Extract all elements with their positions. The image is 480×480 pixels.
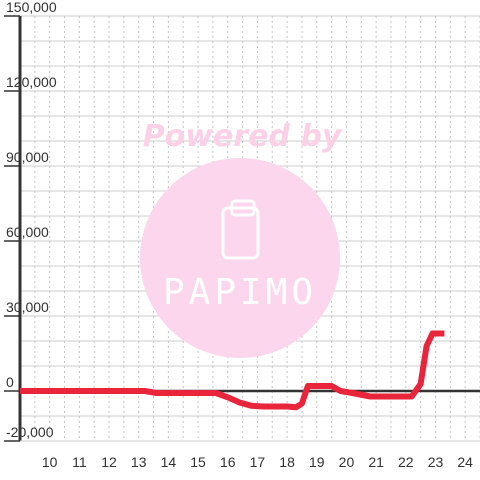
y-tick-label: 120,000 <box>6 74 57 90</box>
x-tick-label: 16 <box>220 454 236 470</box>
x-tick-label: 17 <box>250 454 266 470</box>
x-tick-label: 23 <box>428 454 444 470</box>
watermark-brand: PAPIMO <box>163 272 317 313</box>
watermark-text: Powered by <box>143 119 343 154</box>
x-tick-label: 19 <box>309 454 325 470</box>
y-tick-label: 90,000 <box>6 149 49 165</box>
y-tick-label: 60,000 <box>6 224 49 240</box>
x-tick-label: 10 <box>42 454 58 470</box>
series-layer <box>20 330 445 411</box>
x-tick-label: 24 <box>457 454 473 470</box>
x-tick-label: 12 <box>101 454 117 470</box>
tick-labels: -20,000 0 30,000 60,000 90,000 120,000 150,000… <box>6 0 473 470</box>
series-line <box>20 330 445 411</box>
x-tick-label: 15 <box>190 454 206 470</box>
watermark: Powered by PAPIMO <box>140 119 343 358</box>
y-tick-label: 150,000 <box>6 0 57 15</box>
y-tick-label: 0 <box>6 374 14 390</box>
x-tick-label: 18 <box>279 454 295 470</box>
x-tick-label: 13 <box>131 454 147 470</box>
y-tick-label: -20,000 <box>6 424 54 440</box>
x-tick-label: 20 <box>339 454 355 470</box>
x-tick-label: 14 <box>161 454 177 470</box>
phone-icon <box>221 199 260 260</box>
x-tick-label: 21 <box>368 454 384 470</box>
x-tick-label: 11 <box>72 454 87 470</box>
x-tick-label: 22 <box>398 454 414 470</box>
y-tick-label: 30,000 <box>6 299 49 315</box>
